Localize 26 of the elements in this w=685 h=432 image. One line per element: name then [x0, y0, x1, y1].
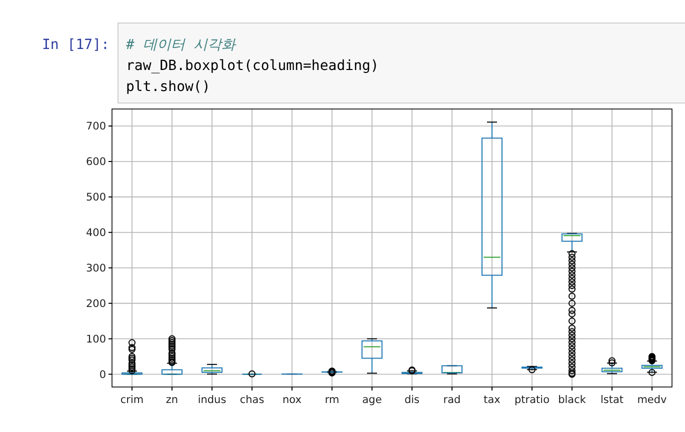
x-tick-label: zn — [166, 394, 178, 406]
y-tick-label: 700 — [86, 120, 106, 133]
x-tick-label: ptratio — [514, 394, 550, 406]
text: plt.show() — [126, 79, 210, 95]
x-tick-label: chas — [240, 394, 264, 406]
text: In [17]: — [42, 37, 110, 53]
y-tick-label: 400 — [86, 227, 106, 240]
x-tick-label: tax — [484, 394, 500, 406]
text: # 데이터 시각화 — [125, 37, 236, 53]
y-tick-label: 500 — [86, 192, 106, 204]
x-tick-label: medv — [637, 394, 667, 406]
y-tick-label: 200 — [86, 298, 106, 310]
x-tick-label: black — [558, 394, 587, 406]
y-tick-label: 0 — [99, 368, 106, 381]
y-tick-label: 300 — [86, 262, 106, 275]
x-tick-label: rad — [443, 394, 461, 406]
y-tick-label: 600 — [86, 156, 106, 168]
x-tick-label: rm — [324, 394, 340, 406]
x-tick-label: crim — [120, 394, 144, 406]
x-tick-label: dis — [404, 394, 420, 406]
x-tick-label: indus — [198, 394, 226, 406]
x-tick-label: age — [362, 394, 382, 406]
y-tick-label: 100 — [86, 333, 106, 346]
x-tick-label: lstat — [600, 394, 624, 406]
x-tick-label: nox — [282, 394, 302, 406]
text: raw_DB.boxplot(column=heading) — [126, 58, 379, 74]
